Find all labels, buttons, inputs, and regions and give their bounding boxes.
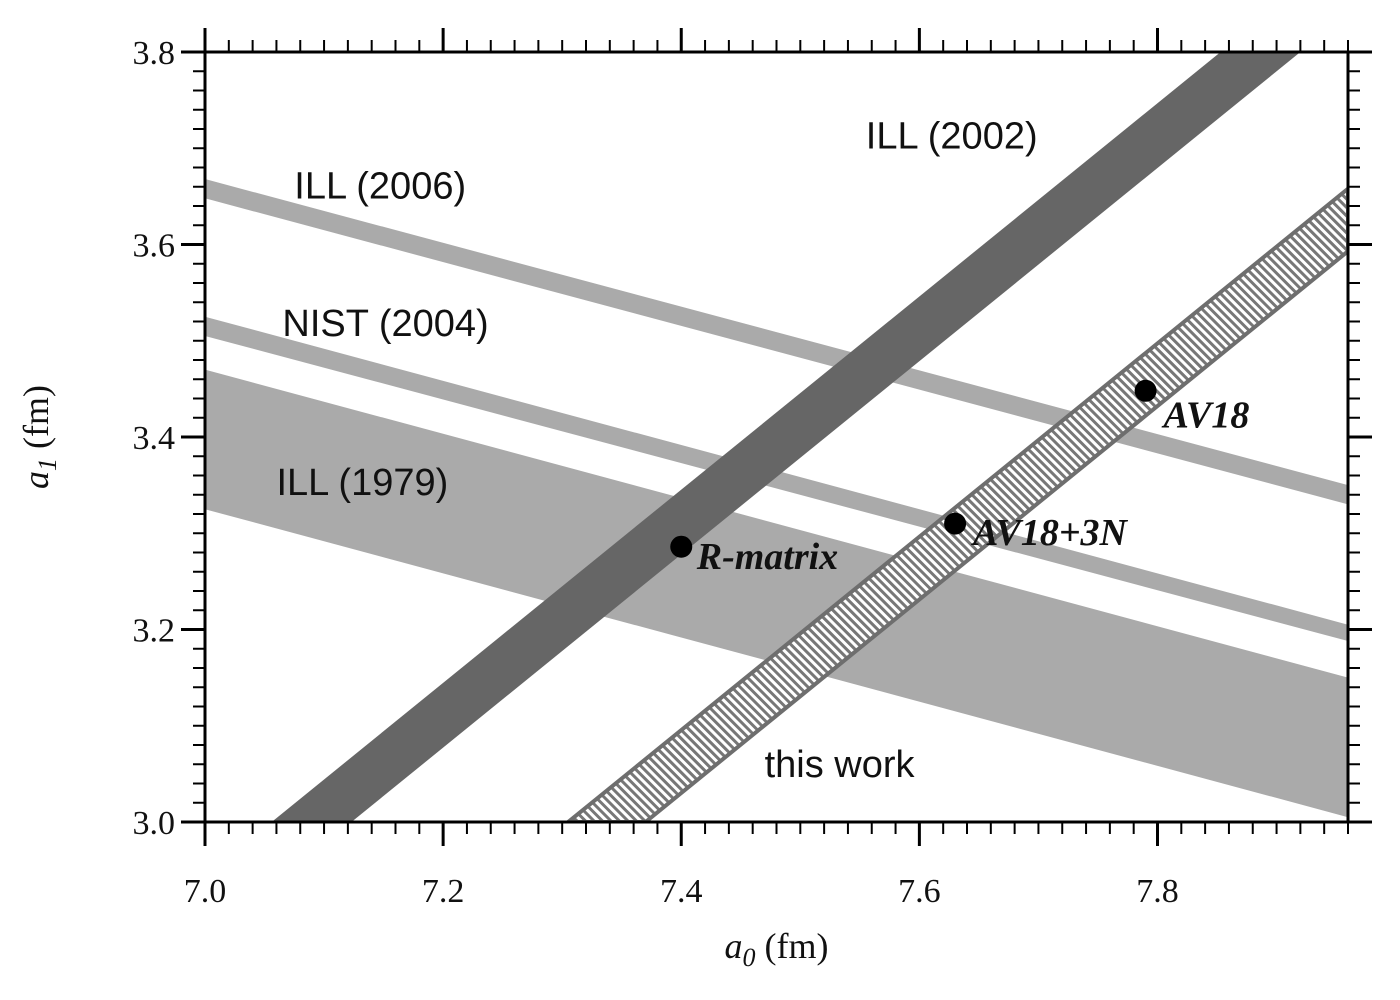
- y-tick-label: 3.4: [133, 420, 176, 457]
- band-label: NIST (2004): [282, 303, 488, 345]
- x-axis-title-unit: (fm): [756, 926, 829, 966]
- data-points: R-matrix AV18+3N AV18: [670, 379, 1249, 578]
- data-point: [944, 512, 967, 535]
- x-tick-label: 7.2: [422, 873, 465, 910]
- x-axis-title-main: a: [725, 926, 743, 966]
- x-tick-label: 7.4: [660, 873, 703, 910]
- y-axis-title-main: a: [16, 471, 56, 489]
- band-nist-2004: [205, 316, 1348, 642]
- band-label: ILL (1979): [276, 462, 448, 504]
- y-tick-label: 3.0: [133, 805, 176, 842]
- y-axis-title-sub: 1: [33, 458, 62, 471]
- y-tick-label: 3.6: [133, 228, 176, 265]
- y-axis-title-unit: (fm): [16, 385, 56, 458]
- point-label: AV18: [1161, 394, 1249, 436]
- band-label: this work: [765, 744, 916, 786]
- y-tick-label: 3.8: [133, 35, 176, 72]
- point-label: R-matrix: [696, 536, 838, 578]
- y-tick-label: 3.2: [133, 613, 176, 650]
- band-labels: ILL (1979) NIST (2004) ILL (2006) ILL (2002…: [276, 115, 1037, 786]
- x-axis-title: a0 (fm): [725, 926, 829, 972]
- y-axis-title: a1 (fm): [16, 385, 62, 489]
- data-point: [670, 535, 693, 558]
- bands-layer: [205, 52, 1348, 822]
- data-point: [1134, 379, 1157, 402]
- band-this-work: [564, 186, 1348, 822]
- x-tick-label: 7.0: [184, 873, 227, 910]
- point-label: AV18+3N: [971, 512, 1129, 554]
- x-tick-label: 7.8: [1136, 873, 1179, 910]
- band-ill-2002: [271, 52, 1301, 822]
- band-label: ILL (2002): [866, 115, 1038, 157]
- x-tick-label: 7.6: [898, 873, 941, 910]
- axis-ticks: 7.0 7.2 7.4 7.6 7.8 3.0 3.2 3.4 3.6 3.8: [133, 28, 1372, 910]
- band-label: ILL (2006): [294, 165, 466, 207]
- x-axis-title-sub: 0: [743, 943, 756, 972]
- band-ill-1979: [205, 369, 1348, 818]
